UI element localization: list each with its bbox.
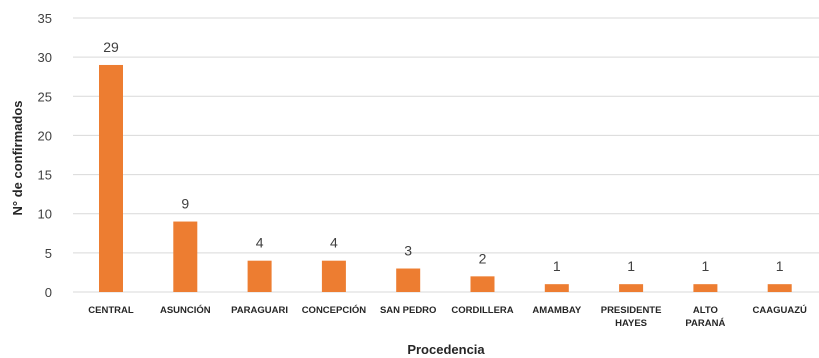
data-label: 29 <box>103 39 119 55</box>
x-tick-label: ALTO PARANÁ <box>685 305 725 329</box>
x-tick-label: CAAGUAZÚ <box>753 304 807 316</box>
y-tick-label: 25 <box>38 89 52 104</box>
gridlines <box>73 17 819 293</box>
x-tick-label: AMAMBAY <box>532 305 581 316</box>
y-tick-label: 30 <box>38 50 52 65</box>
x-axis-categories: CENTRAL ASUNCIÓN PARAGUARI CONCEPCIÓN SAN PE… <box>88 304 807 329</box>
data-label: 3 <box>404 243 412 259</box>
x-axis-title: Procedencia <box>407 342 485 357</box>
data-label: 9 <box>181 196 189 212</box>
bar <box>619 284 644 292</box>
y-tick-label: 35 <box>38 11 52 26</box>
bar <box>173 221 198 292</box>
data-label: 1 <box>702 258 710 274</box>
data-labels: 29 9 4 4 3 2 1 1 1 1 <box>103 39 784 274</box>
bar <box>99 64 123 292</box>
y-tick-label: 10 <box>38 207 52 222</box>
bar <box>693 284 718 292</box>
x-tick-label: ASUNCIÓN <box>160 304 211 316</box>
x-tick-label: CORDILLERA <box>451 305 513 316</box>
x-tick-label: PRESIDENTE HAYES <box>601 305 662 329</box>
bar <box>321 260 346 292</box>
data-label: 2 <box>479 250 487 266</box>
y-axis-ticks: 0 5 10 15 20 25 30 35 <box>38 11 52 300</box>
bar <box>396 268 421 292</box>
y-tick-label: 20 <box>38 128 52 143</box>
y-tick-label: 15 <box>38 168 52 183</box>
bars <box>99 64 792 292</box>
y-tick-label: 5 <box>45 246 52 261</box>
y-axis-title: N° de confirmados <box>10 101 25 216</box>
data-label: 4 <box>330 235 338 251</box>
x-tick-label: CENTRAL <box>88 305 134 316</box>
x-tick-label: SAN PEDRO <box>380 305 436 316</box>
bar <box>247 260 272 292</box>
y-tick-label: 0 <box>45 285 52 300</box>
data-label: 1 <box>776 258 784 274</box>
bar <box>767 284 792 292</box>
bar <box>544 284 569 292</box>
data-label: 1 <box>627 258 635 274</box>
data-label: 4 <box>256 235 264 251</box>
x-tick-label: CONCEPCIÓN <box>302 304 367 316</box>
bar <box>470 276 495 292</box>
x-tick-label: PARAGUARI <box>231 305 288 316</box>
data-label: 1 <box>553 258 561 274</box>
